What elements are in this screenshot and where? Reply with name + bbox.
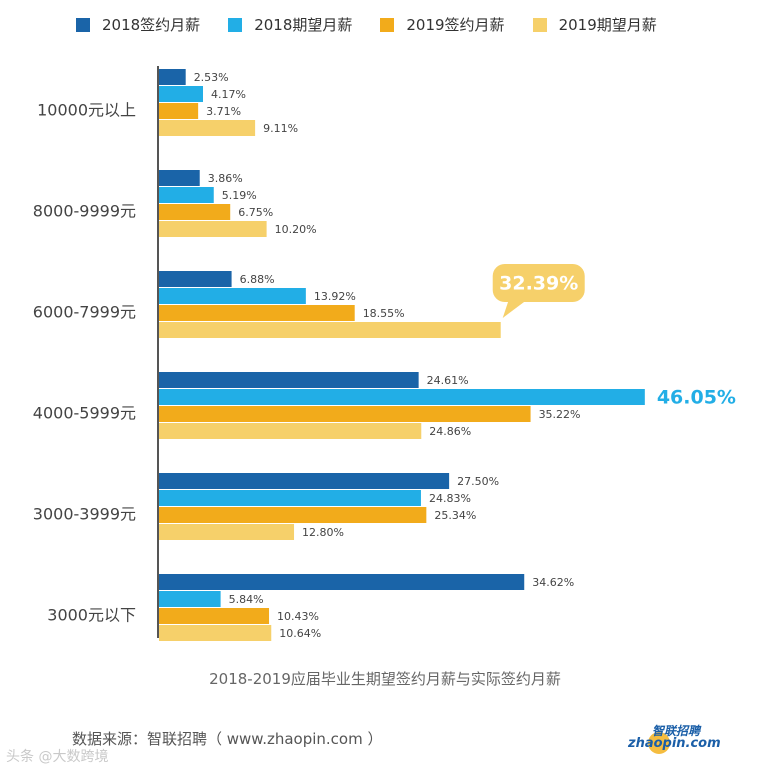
bar xyxy=(159,69,186,85)
bar xyxy=(159,204,231,220)
bar xyxy=(159,524,295,540)
legend-label: 2018签约月薪 xyxy=(102,16,201,34)
data-label: 6.75% xyxy=(238,206,273,219)
data-label: 9.11% xyxy=(263,122,298,135)
data-label: 34.62% xyxy=(532,576,574,589)
data-label: 13.92% xyxy=(314,290,356,303)
data-label: 6.88% xyxy=(240,273,275,286)
watermark: 头条 @大数跨境 xyxy=(6,749,109,765)
data-label: 24.83% xyxy=(429,492,471,505)
callout-pointer xyxy=(502,300,527,318)
data-label-highlight: 32.39% xyxy=(499,273,578,295)
bar xyxy=(159,170,200,186)
logo-cn-text: 智联招聘 xyxy=(652,724,701,738)
data-source: 数据来源：智联招聘（ www.zhaopin.com ） xyxy=(72,730,383,748)
data-label: 18.55% xyxy=(363,307,405,320)
chart-caption: 2018-2019应届毕业生期望签约月薪与实际签约月薪 xyxy=(209,670,561,688)
category-label: 6000-7999元 xyxy=(33,303,136,322)
data-label: 35.22% xyxy=(539,408,581,421)
category-label: 4000-5999元 xyxy=(33,404,136,423)
data-label: 3.71% xyxy=(206,105,241,118)
category-label: 3000元以下 xyxy=(47,606,136,625)
legend-label: 2019期望月薪 xyxy=(558,16,657,34)
bar xyxy=(159,406,531,422)
bar xyxy=(159,608,270,624)
zhaopin-logo: 智联招聘 zhaopin.com xyxy=(628,722,721,756)
bar xyxy=(159,625,272,641)
bar xyxy=(159,423,422,439)
bar xyxy=(159,120,256,136)
legend-swatch xyxy=(532,17,547,32)
category-label: 10000元以上 xyxy=(37,101,136,120)
data-label-highlight: 46.05% xyxy=(657,387,736,409)
data-label: 27.50% xyxy=(457,475,499,488)
data-label: 10.64% xyxy=(279,627,321,640)
category-label: 3000-3999元 xyxy=(33,505,136,524)
legend-swatch xyxy=(228,17,243,32)
legend-swatch xyxy=(380,17,395,32)
bar xyxy=(159,507,427,523)
bar xyxy=(159,389,645,405)
bar xyxy=(159,221,267,237)
bar xyxy=(159,271,232,287)
data-label: 24.86% xyxy=(429,425,471,438)
bar xyxy=(159,305,355,321)
bar xyxy=(159,372,419,388)
bar xyxy=(159,574,525,590)
bar xyxy=(159,473,450,489)
data-label: 12.80% xyxy=(302,526,344,539)
bar xyxy=(159,490,421,506)
legend-label: 2018期望月薪 xyxy=(254,16,353,34)
logo-en-text: zhaopin.com xyxy=(628,736,721,751)
bar xyxy=(159,187,214,203)
data-label: 4.17% xyxy=(211,88,246,101)
data-label: 3.86% xyxy=(208,172,243,185)
callout-bubble xyxy=(492,264,585,302)
legend-item: 2019签约月薪 xyxy=(380,14,505,35)
legend-swatch xyxy=(76,17,90,32)
legend-label: 2019签约月薪 xyxy=(406,16,505,34)
legend-item: 2018签约月薪 xyxy=(76,14,200,35)
data-label: 10.20% xyxy=(275,223,317,236)
bar xyxy=(159,322,501,338)
bar xyxy=(159,591,221,607)
legend-item: 2018期望月薪 xyxy=(228,14,352,35)
legend: 2018签约月薪 2018期望月薪 2019签约月薪 2019期望月薪 xyxy=(76,14,685,35)
data-label: 5.19% xyxy=(222,189,257,202)
data-label: 25.34% xyxy=(434,509,476,522)
data-label: 24.61% xyxy=(427,374,469,387)
bar xyxy=(159,103,199,119)
data-label: 2.53% xyxy=(194,71,229,84)
data-label: 10.43% xyxy=(277,610,319,623)
data-label: 5.84% xyxy=(229,593,264,606)
bar xyxy=(159,86,203,102)
legend-item: 2019期望月薪 xyxy=(532,14,657,35)
bar xyxy=(159,288,306,304)
category-label: 8000-9999元 xyxy=(33,202,136,221)
logo-circle-icon xyxy=(648,732,670,754)
